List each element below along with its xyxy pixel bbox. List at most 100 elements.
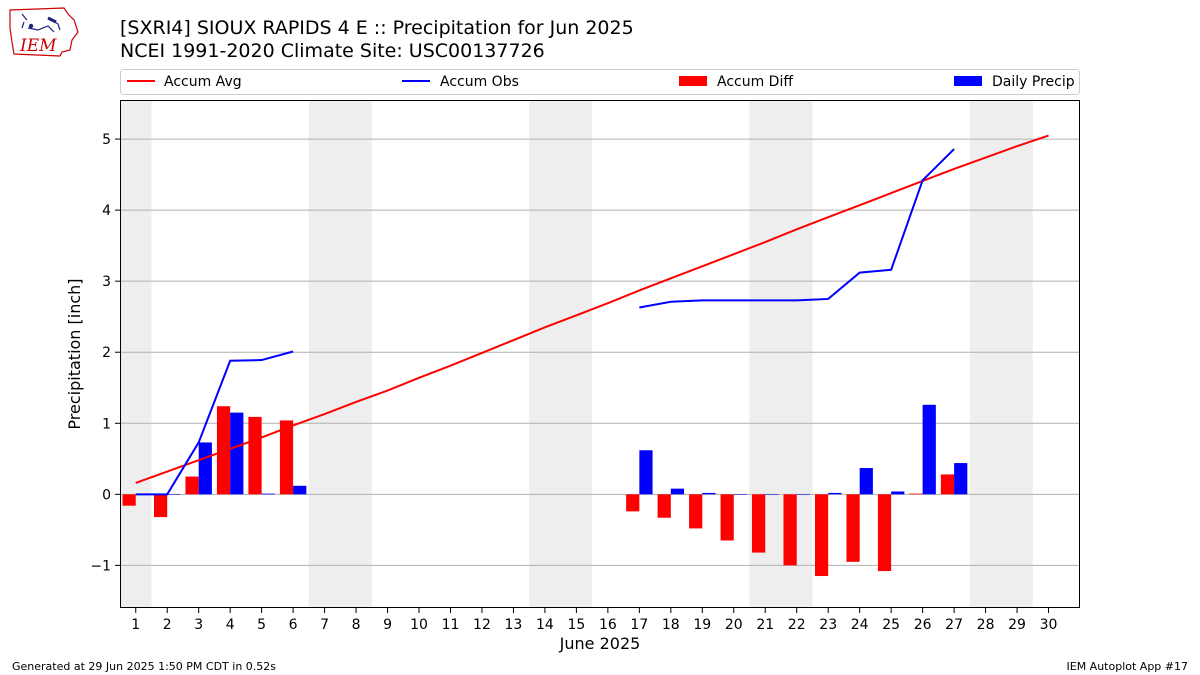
x-tick-label: 30 (1040, 617, 1058, 633)
accum-diff-bar (814, 494, 829, 577)
accum-avg-line (135, 134, 1049, 484)
x-tick-label: 17 (630, 617, 648, 633)
logo-text: IEM (19, 36, 57, 56)
daily-precip-bar (167, 494, 181, 495)
x-tick-label: 11 (442, 617, 460, 633)
daily-precip-bar (733, 494, 747, 495)
daily-precip-bar (922, 404, 936, 495)
legend-accum-diff-label: Accum Diff (717, 74, 793, 90)
app-credit: IEM Autoplot App #17 (1066, 660, 1189, 673)
chart-title: [SXRI4] SIOUX RAPIDS 4 E :: Precipitatio… (120, 17, 634, 39)
legend: Accum Avg Accum Obs Accum Diff Daily Pre… (120, 69, 1080, 95)
legend-item-accum-avg: Accum Avg (127, 74, 242, 90)
generated-timestamp: Generated at 29 Jun 2025 1:50 PM CDT in … (12, 660, 277, 673)
legend-frame (120, 69, 1080, 95)
y-gridlines (120, 138, 1080, 566)
x-tick-label: 21 (756, 617, 774, 633)
x-tick-label: 24 (851, 617, 869, 633)
legend-item-daily-precip: Daily Precip (954, 74, 1075, 90)
x-tick-label: 8 (352, 617, 361, 633)
daily-precip-bar (230, 412, 244, 495)
accum-diff-bar (153, 494, 168, 518)
x-axis-ticks: 1 2 3 4 5 6 7 8 9 10 11 12 13 14 15 16 17 18 19 20 21 22 23 24 2… (131, 608, 1057, 633)
legend-accum-avg-label: Accum Avg (164, 74, 242, 90)
x-tick-label: 15 (567, 617, 585, 633)
y-tick-label: 0 (102, 487, 111, 503)
daily-precip-bar (261, 493, 275, 495)
y-tick-label: 2 (102, 345, 111, 361)
y-axis-ticks: −1 0 1 2 3 4 5 (90, 132, 120, 574)
y-tick-label: 1 (102, 416, 111, 432)
x-tick-label: 7 (320, 617, 329, 633)
legend-item-accum-obs: Accum Obs (402, 74, 519, 90)
weekend-band (529, 100, 593, 608)
legend-item-accum-diff: Accum Diff (679, 74, 793, 90)
iowa-state-outline-icon (9, 7, 79, 57)
iem-logo: IEM (9, 7, 79, 57)
accum-obs-line (639, 148, 955, 309)
accum-diff-bar (877, 494, 892, 572)
y-tick-label: 4 (102, 203, 111, 219)
line-series (135, 134, 1049, 496)
weekend-band (969, 100, 1033, 608)
x-tick-label: 27 (945, 617, 963, 633)
accum-diff-bar (940, 474, 955, 495)
x-tick-label: 16 (599, 617, 617, 633)
x-tick-label: 29 (1008, 617, 1026, 633)
weekend-shading (120, 100, 1033, 608)
daily-precip-bar (198, 442, 212, 495)
daily-precip-bar (891, 491, 905, 495)
daily-precip-bar (954, 463, 968, 495)
accum-diff-bar (122, 494, 136, 506)
legend-accum-obs-label: Accum Obs (440, 74, 519, 90)
x-axis-label: June 2025 (559, 634, 641, 653)
x-tick-label: 22 (788, 617, 806, 633)
accum-diff-bar (783, 494, 797, 566)
x-tick-label: 3 (194, 617, 203, 633)
y-axis-label: Precipitation [inch] (65, 278, 84, 429)
accum-diff-bar (279, 420, 294, 495)
x-tick-label: 14 (536, 617, 554, 633)
x-tick-label: 4 (226, 617, 235, 633)
x-tick-label: 12 (473, 617, 491, 633)
x-tick-label: 26 (914, 617, 932, 633)
x-tick-label: 1 (131, 617, 140, 633)
accum-diff-bar (846, 494, 860, 562)
chart-subtitle: NCEI 1991-2020 Climate Site: USC00137726 (120, 40, 545, 62)
accum-diff-bar (909, 493, 923, 495)
bar-series (122, 404, 968, 577)
y-tick-label: 5 (102, 132, 111, 148)
x-tick-label: 23 (819, 617, 837, 633)
x-tick-label: 28 (977, 617, 995, 633)
x-tick-label: 25 (882, 617, 900, 633)
daily-precip-bar (765, 494, 779, 495)
weekend-band (120, 100, 152, 608)
x-tick-label: 6 (289, 617, 298, 633)
accum-diff-bar (248, 416, 262, 495)
daily-precip-bar (293, 485, 307, 495)
daily-precip-bar (670, 488, 685, 495)
accum-diff-bar (720, 494, 734, 541)
accum-diff-bar (752, 494, 766, 553)
accum-diff-bar (689, 494, 703, 529)
x-tick-label: 9 (383, 617, 392, 633)
x-tick-label: 10 (410, 617, 428, 633)
daily-precip-bar (796, 494, 810, 495)
daily-precip-bar (828, 492, 842, 495)
plot-frame (120, 100, 1080, 608)
x-tick-label: 18 (662, 617, 680, 633)
x-tick-label: 19 (693, 617, 711, 633)
daily-precip-bar (702, 492, 716, 495)
legend-daily-precip-symbol (954, 76, 982, 86)
legend-daily-precip-label: Daily Precip (992, 74, 1075, 90)
y-tick-label: 3 (102, 274, 111, 290)
y-tick-label: −1 (90, 558, 111, 574)
x-tick-label: 20 (725, 617, 743, 633)
accum-obs-line (135, 350, 294, 496)
daily-precip-bar (639, 450, 653, 495)
x-tick-label: 5 (257, 617, 266, 633)
accum-diff-bar (185, 476, 199, 495)
accum-diff-bar (657, 494, 671, 518)
x-tick-label: 13 (505, 617, 523, 633)
